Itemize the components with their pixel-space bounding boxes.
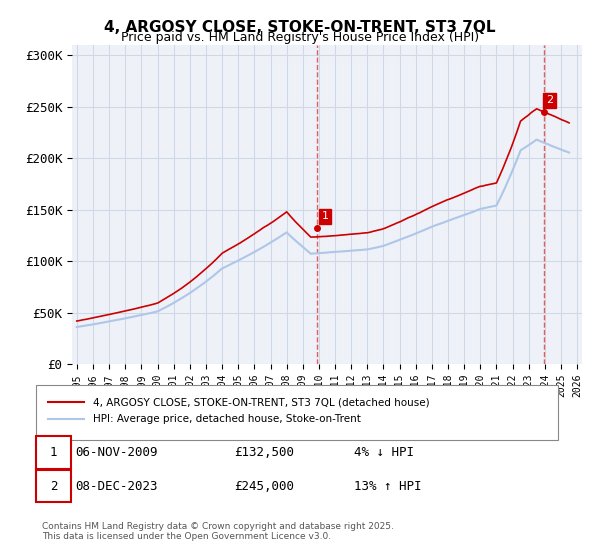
Text: 1: 1 [50, 446, 57, 459]
Text: Contains HM Land Registry data © Crown copyright and database right 2025.
This d: Contains HM Land Registry data © Crown c… [42, 522, 394, 542]
Text: 06-NOV-2009: 06-NOV-2009 [75, 446, 157, 459]
Text: £132,500: £132,500 [234, 446, 294, 459]
Text: £245,000: £245,000 [234, 479, 294, 493]
Text: HPI: Average price, detached house, Stoke-on-Trent: HPI: Average price, detached house, Stok… [93, 414, 361, 424]
Text: 13% ↑ HPI: 13% ↑ HPI [354, 479, 422, 493]
Text: 1: 1 [322, 211, 328, 221]
Text: 08-DEC-2023: 08-DEC-2023 [75, 479, 157, 493]
Text: 4, ARGOSY CLOSE, STOKE-ON-TRENT, ST3 7QL: 4, ARGOSY CLOSE, STOKE-ON-TRENT, ST3 7QL [104, 20, 496, 35]
Text: 4% ↓ HPI: 4% ↓ HPI [354, 446, 414, 459]
Text: 2: 2 [50, 479, 57, 493]
Text: 2: 2 [546, 96, 553, 105]
Text: Price paid vs. HM Land Registry's House Price Index (HPI): Price paid vs. HM Land Registry's House … [121, 31, 479, 44]
Text: 4, ARGOSY CLOSE, STOKE-ON-TRENT, ST3 7QL (detached house): 4, ARGOSY CLOSE, STOKE-ON-TRENT, ST3 7QL… [93, 397, 430, 407]
